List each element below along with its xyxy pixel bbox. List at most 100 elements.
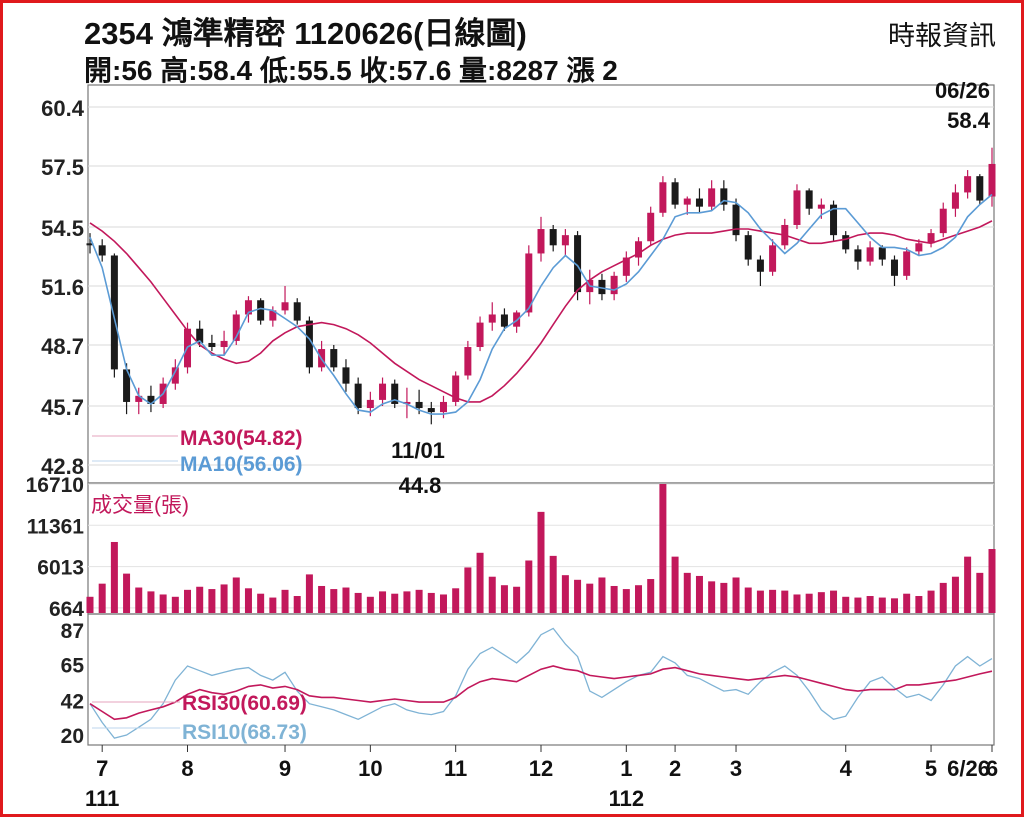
candle-body <box>135 395 143 402</box>
candle-body <box>756 259 764 272</box>
volume-bar <box>659 484 667 613</box>
candle-body <box>281 302 289 311</box>
candle-body <box>915 243 923 252</box>
high-date-annotation: 06/26 <box>935 78 990 103</box>
candle-body <box>817 204 825 209</box>
rsi10-legend: RSI10(68.73) <box>182 721 307 744</box>
volume-bar <box>354 592 362 613</box>
candle-body <box>671 182 679 205</box>
candle-body <box>452 375 460 402</box>
panel-borders <box>87 84 995 746</box>
low-value-annotation: 44.8 <box>399 473 442 498</box>
candle-body <box>269 310 277 321</box>
volume-bar <box>281 589 289 613</box>
volume-bar <box>598 577 606 613</box>
volume-tick-label: 664 <box>49 598 84 621</box>
month-label: 7 <box>96 756 108 781</box>
volume-bar <box>732 577 740 613</box>
volume-bar <box>915 596 923 613</box>
candle-body <box>232 314 240 341</box>
rsi10-line <box>89 627 993 739</box>
volume-bar <box>330 589 338 613</box>
month-label: 4 <box>840 756 853 781</box>
volume-tick-label: 16710 <box>26 474 84 497</box>
ma10-line <box>89 193 993 415</box>
ma30-legend: MA30(54.82) <box>180 427 303 450</box>
volume-bar <box>318 585 326 613</box>
candle-body <box>525 253 533 313</box>
candle-body <box>391 383 399 404</box>
candle-body <box>171 367 179 384</box>
candle-body <box>988 163 996 197</box>
candle-body <box>610 275 618 295</box>
volume-bar <box>184 589 192 613</box>
candle-body <box>220 340 228 348</box>
volume-bar <box>403 591 411 613</box>
volume-layer <box>86 484 996 613</box>
month-label: 3 <box>730 756 742 781</box>
high-value-annotation: 58.4 <box>947 108 991 133</box>
price-tick-label: 42.8 <box>41 454 84 479</box>
volume-bar <box>391 593 399 613</box>
price-tick-label: 60.4 <box>41 96 85 121</box>
volume-bar <box>220 584 228 613</box>
month-label: 2 <box>669 756 681 781</box>
candle-body <box>622 257 630 276</box>
candle-body <box>464 347 472 376</box>
volume-bar <box>452 588 460 613</box>
price-tick-label: 57.5 <box>41 155 84 180</box>
price-layer <box>86 147 996 425</box>
volume-bar <box>488 576 496 613</box>
volume-bar <box>671 556 679 613</box>
candle-body <box>574 235 582 293</box>
candle-body <box>330 349 338 368</box>
candle-body <box>147 395 155 404</box>
month-label: 6/26 <box>947 756 990 781</box>
volume-bar <box>293 596 301 613</box>
volume-bar <box>574 579 582 613</box>
candle-body <box>110 255 118 370</box>
candle-body <box>293 302 301 321</box>
rsi30-line <box>89 665 993 721</box>
rsi-tick-label: 65 <box>61 654 85 677</box>
candle-body <box>708 188 716 207</box>
volume-bar <box>903 593 911 613</box>
candle-body <box>403 401 411 404</box>
price-tick-label: 54.5 <box>41 216 84 241</box>
price-tick-label: 45.7 <box>41 395 84 420</box>
volume-bar <box>683 572 691 613</box>
volume-bar <box>98 583 106 613</box>
volume-bar <box>269 597 277 613</box>
ma10-legend: MA10(56.06) <box>180 453 303 476</box>
candle-body <box>964 176 972 193</box>
volume-bar <box>244 588 252 613</box>
volume-bar <box>586 583 594 613</box>
price-panel-border <box>87 84 995 484</box>
candle-body <box>549 229 557 246</box>
volume-bar <box>549 555 557 613</box>
volume-bar <box>951 576 959 613</box>
candle-body <box>842 235 850 250</box>
month-label: 8 <box>181 756 193 781</box>
quote-line: 開:56 高:58.4 低:55.5 收:57.6 量:8287 漲 2 <box>84 55 618 86</box>
volume-tick-label: 6013 <box>37 557 84 580</box>
candle-body <box>208 342 216 348</box>
volume-bar <box>135 587 143 613</box>
volume-bar <box>196 586 204 613</box>
candle-body <box>342 367 350 384</box>
price-tick-label: 51.6 <box>41 275 84 300</box>
volume-bar <box>476 552 484 613</box>
year-label-112: 112 <box>609 786 645 811</box>
candle-body <box>561 235 569 246</box>
volume-bar <box>708 581 716 613</box>
candle-body <box>830 204 838 236</box>
volume-bar <box>927 590 935 613</box>
volume-bar <box>695 575 703 613</box>
volume-bar <box>379 591 387 613</box>
volume-bar <box>123 573 131 613</box>
volume-panel-title: 成交量(張) <box>91 494 189 517</box>
volume-bar <box>744 587 752 613</box>
candle-body <box>866 247 874 262</box>
month-label: 11 <box>444 756 467 781</box>
